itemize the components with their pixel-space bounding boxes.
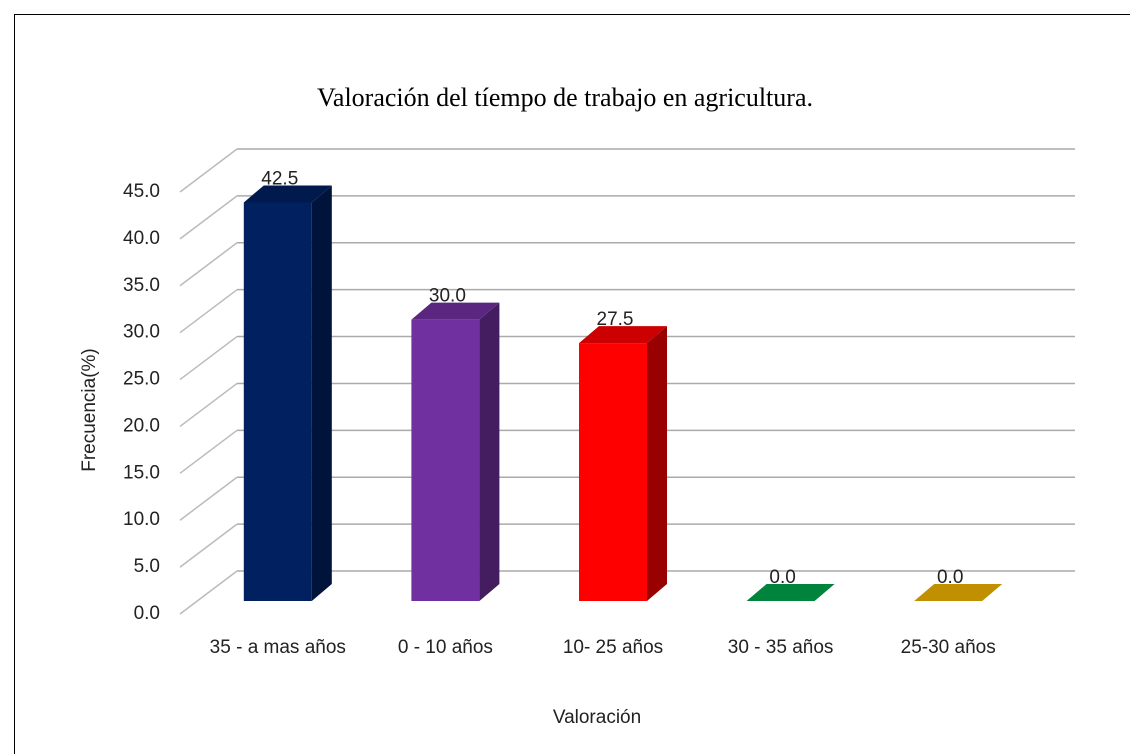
y-tick-label: 10.0 bbox=[123, 509, 160, 530]
grid-line-side bbox=[179, 429, 238, 474]
y-tick-label: 35.0 bbox=[123, 275, 160, 296]
bar-top bbox=[579, 326, 667, 344]
y-tick-label: 15.0 bbox=[123, 462, 160, 483]
bar-top bbox=[411, 302, 500, 320]
value-label: 27.5 bbox=[597, 309, 634, 330]
x-tick-label: 35 - a mas años bbox=[210, 637, 346, 658]
grid-line-side bbox=[179, 476, 238, 521]
chart-title: Valoración del tíempo de trabajo en agri… bbox=[317, 83, 813, 112]
bar-side bbox=[479, 302, 500, 601]
chart-border bbox=[14, 14, 1130, 754]
bar-top bbox=[243, 185, 332, 203]
grid-line-side bbox=[179, 242, 238, 287]
grid-line-side bbox=[179, 570, 238, 615]
bar-side bbox=[311, 185, 332, 601]
bar-top bbox=[746, 584, 835, 601]
x-tick-label: 25-30 años bbox=[901, 637, 996, 658]
grid-line-side bbox=[179, 382, 238, 428]
value-label: 0.0 bbox=[769, 567, 795, 588]
grid-line-side bbox=[179, 289, 238, 334]
y-axis-label: Frecuencia(%) bbox=[79, 348, 100, 472]
grid-line-side bbox=[179, 148, 238, 193]
x-axis-label: Valoración bbox=[553, 707, 641, 728]
y-tick-label: 45.0 bbox=[123, 181, 160, 202]
value-label: 30.0 bbox=[429, 286, 466, 307]
y-tick-label: 5.0 bbox=[134, 556, 160, 577]
y-tick-label: 30.0 bbox=[123, 322, 160, 343]
y-tick-label: 40.0 bbox=[123, 228, 160, 249]
bar-side bbox=[647, 326, 667, 601]
y-tick-label: 25.0 bbox=[123, 369, 160, 390]
x-tick-label: 0 - 10 años bbox=[398, 637, 493, 658]
grid-line-side bbox=[179, 335, 238, 381]
value-label: 42.5 bbox=[261, 168, 298, 189]
bar bbox=[411, 319, 480, 601]
y-tick-label: 0.0 bbox=[134, 603, 160, 624]
bar-top bbox=[914, 584, 1003, 601]
y-tick-label: 20.0 bbox=[123, 415, 160, 436]
x-tick-label: 10- 25 años bbox=[563, 637, 663, 658]
grid-line-side bbox=[179, 195, 238, 240]
x-tick-label: 30 - 35 años bbox=[728, 637, 834, 658]
bar bbox=[243, 202, 312, 601]
bar bbox=[579, 343, 647, 601]
value-label: 0.0 bbox=[937, 567, 963, 588]
grid-line-side bbox=[179, 523, 238, 568]
